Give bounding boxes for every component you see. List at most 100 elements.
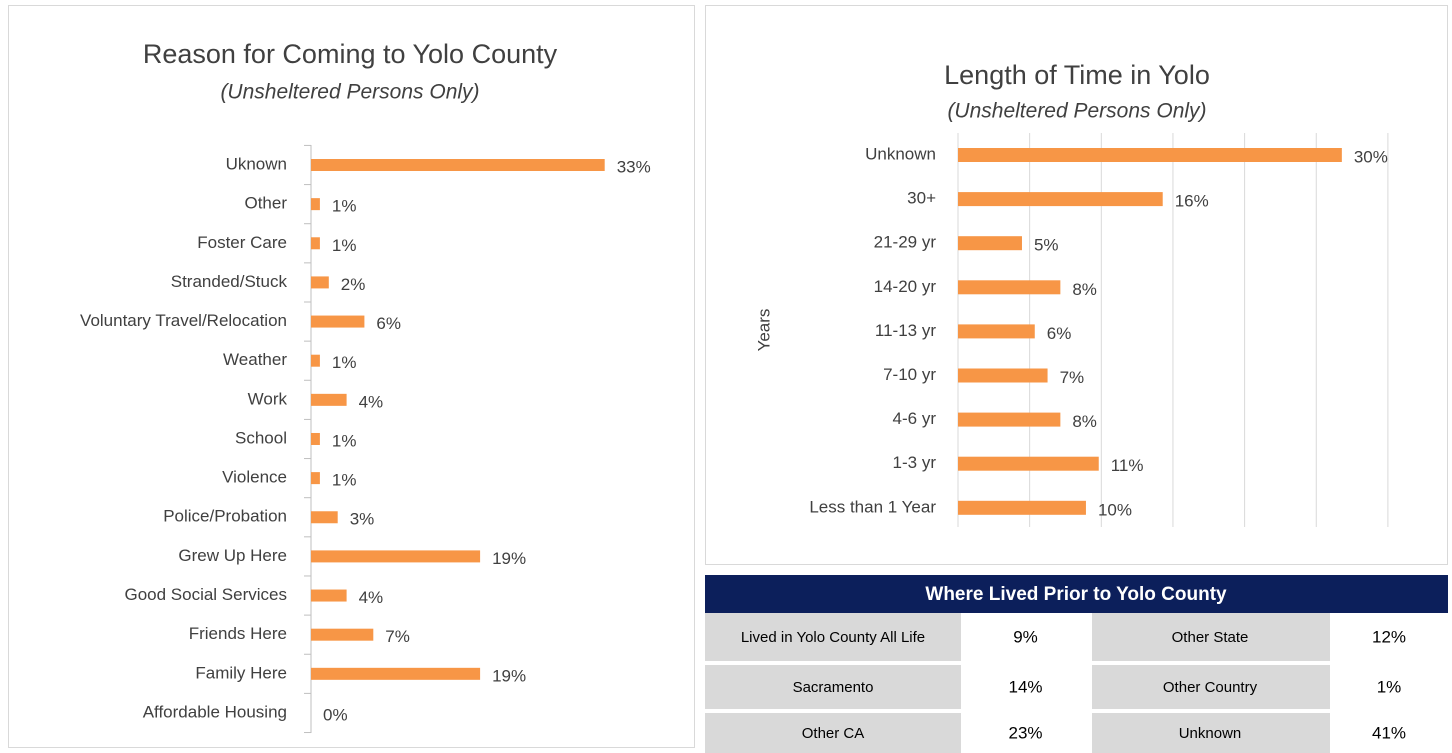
value-label: 1% <box>332 471 357 490</box>
value-label: 6% <box>1047 324 1072 343</box>
category-label: Violence <box>222 468 287 487</box>
value-label: 30% <box>1354 147 1388 166</box>
category-label: 30+ <box>907 189 936 208</box>
value-label: 4% <box>359 392 384 411</box>
table-cell <box>1332 713 1448 753</box>
table-cell <box>1092 713 1330 753</box>
value-label: 5% <box>1034 236 1059 255</box>
table-cell-text: Other CA <box>802 725 865 742</box>
bar <box>311 315 365 328</box>
value-label: 19% <box>492 666 526 685</box>
value-label: 1% <box>332 236 357 255</box>
value-label: 4% <box>359 588 384 607</box>
bar <box>958 456 1099 471</box>
category-label: Other <box>244 194 287 213</box>
value-label: 33% <box>617 157 651 176</box>
category-label: Voluntary Travel/Relocation <box>80 311 287 330</box>
left-panel <box>8 5 695 748</box>
table-cell-text: Unknown <box>1179 725 1242 742</box>
table-cell-text: Other State <box>1172 629 1249 646</box>
category-label: School <box>235 428 287 447</box>
value-label: 3% <box>350 510 375 529</box>
value-label: 1% <box>332 353 357 372</box>
value-label: 0% <box>323 705 348 724</box>
category-label: Unknown <box>865 144 936 163</box>
category-label: Affordable Housing <box>143 702 287 721</box>
table-cell <box>705 613 961 661</box>
category-label: 7-10 yr <box>883 365 936 384</box>
table-title: Where Lived Prior to Yolo County <box>925 584 1227 605</box>
category-label: 21-29 yr <box>874 233 937 252</box>
value-label: 16% <box>1175 192 1209 211</box>
bar <box>311 667 481 680</box>
value-label: 19% <box>492 549 526 568</box>
category-label: 1-3 yr <box>893 453 937 472</box>
bar <box>311 276 329 289</box>
chart-subtitle: (Unsheltered Persons Only) <box>947 100 1206 123</box>
table-cell <box>1092 665 1330 709</box>
chart-subtitle: (Unsheltered Persons Only) <box>220 81 479 104</box>
bar <box>311 237 320 250</box>
category-label: Police/Probation <box>163 507 287 526</box>
category-label: 14-20 yr <box>874 277 937 296</box>
table-header <box>705 575 1448 613</box>
chart-title: Reason for Coming to Yolo County <box>143 39 558 69</box>
bar <box>311 159 605 171</box>
value-label: 8% <box>1072 412 1097 431</box>
table-cell-text: 41% <box>1372 723 1406 742</box>
bar <box>958 412 1061 427</box>
bar <box>958 236 1022 251</box>
value-label: 7% <box>385 627 410 646</box>
bar <box>958 324 1035 339</box>
bar <box>958 280 1061 295</box>
value-label: 7% <box>1060 368 1085 387</box>
table-cell-text: 23% <box>1008 723 1042 742</box>
category-label: Less than 1 Year <box>809 497 936 516</box>
table-cell <box>963 665 1090 709</box>
table-cell-text: Sacramento <box>793 679 874 696</box>
category-label: Foster Care <box>197 233 287 252</box>
table-cell-text: 9% <box>1013 627 1038 646</box>
table-cell <box>963 613 1090 661</box>
bar <box>311 354 320 367</box>
table-cell <box>705 713 961 753</box>
table-cell <box>1332 613 1448 661</box>
bar <box>311 628 374 641</box>
value-label: 8% <box>1072 280 1097 299</box>
table-cell <box>963 713 1090 753</box>
table-cell-text: 14% <box>1008 677 1042 696</box>
category-label: Good Social Services <box>124 585 287 604</box>
table-cell-text: 12% <box>1372 627 1406 646</box>
bar <box>311 589 347 602</box>
category-label: Weather <box>223 350 287 369</box>
bar <box>958 500 1086 515</box>
value-label: 1% <box>332 197 357 216</box>
bar <box>958 368 1048 383</box>
bar <box>311 198 320 211</box>
value-label: 2% <box>341 275 366 294</box>
category-label: Friends Here <box>189 624 287 643</box>
value-label: 1% <box>332 431 357 450</box>
chart-title: Length of Time in Yolo <box>944 60 1210 90</box>
table-cell-text: 1% <box>1377 677 1402 696</box>
value-label: 10% <box>1098 500 1132 519</box>
table-cell-text: Lived in Yolo County All Life <box>741 629 925 646</box>
table-cell <box>1332 665 1448 709</box>
right-panel <box>705 5 1448 565</box>
table-cell <box>1092 613 1330 661</box>
category-label: Family Here <box>195 663 287 682</box>
category-label: Work <box>248 389 288 408</box>
table-cell-text: Other Country <box>1163 679 1258 696</box>
bar <box>311 472 320 485</box>
bar <box>958 192 1163 207</box>
bar <box>958 148 1342 162</box>
table-cell <box>705 665 961 709</box>
category-label: 11-13 yr <box>875 321 936 340</box>
bar <box>311 511 338 524</box>
value-label: 11% <box>1111 456 1144 475</box>
bar <box>311 550 481 563</box>
category-label: 4-6 yr <box>893 409 937 428</box>
category-label: Uknown <box>226 154 287 173</box>
category-label: Grew Up Here <box>178 546 287 565</box>
